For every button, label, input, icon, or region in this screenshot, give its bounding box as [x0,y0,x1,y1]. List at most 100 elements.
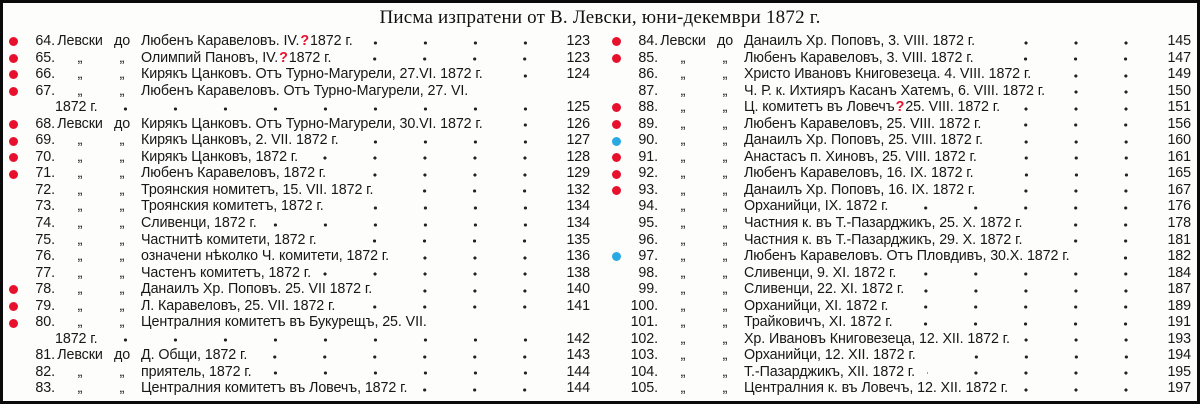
page-number: 193 [1167,330,1191,347]
ditto-marks: „ „ [658,232,744,249]
description-text: Троянския номитетъ, 15. VII. 1872 г. [141,181,374,198]
entry-number: 64. [35,33,55,49]
lead-word-2: „ [119,363,125,380]
description-text: приятель, 1872 г. [141,363,252,380]
entry-description: Данаилъ Хр. Поповъ, 3. VIII. 1872 г. [744,33,977,50]
entry-description: Сливенци, 1872 г. [141,215,259,232]
description-text-after: 1872 г. [310,33,353,49]
ditto-marks: „ „ [55,380,141,397]
lead-word-1: „ [680,281,686,298]
index-row: 100. „ „ Орханийци, XI. 1872 г. 189 [612,298,1192,315]
lead-word-1: „ [77,132,83,149]
ditto-marks: „ „ [55,165,141,182]
page-number: 127 [566,132,590,149]
page-number: 161 [1167,148,1191,165]
lead-word-1: „ [680,231,686,248]
dot-leader [419,387,550,394]
description-text: Частенъ комитетъ, 1872 г. [141,264,311,281]
entry-description: Трайковичъ, XI. 1872 г. [744,314,894,331]
red-question-mark [311,265,313,281]
description-text: Частнитѣ комитети, 1872 г. [141,231,317,248]
lead-word-2: „ [119,82,125,99]
ditto-marks: „ „ [658,380,744,397]
ditto-marks: „ „ [658,364,744,381]
entry-number: 81. [35,347,55,364]
index-row: 66. „ „ Кирякъ Цанковъ. Отъ Турно-Магурел… [9,66,590,83]
index-row: 81. Левски до Д. Общи, 1872 г. 143 [9,347,590,364]
ditto-marks: „ „ [658,149,744,166]
ditto-marks: „ „ [658,66,744,83]
lead-word-1: „ [680,181,686,198]
lead-word-2: „ [722,363,728,380]
index-row: 79. „ „ Л. Каравеловъ, 25. VII. 1872 г. 1… [9,298,590,315]
description-text: Трайковичъ, XI. 1872 г. [744,314,893,331]
lead-word-1: „ [680,198,686,215]
lead-word-1: „ [77,380,83,397]
red-marker-dot [612,169,627,179]
lead-word-1: „ [77,248,83,265]
entry-lead: Левски до [658,33,744,50]
lead-word-1: „ [77,314,83,331]
index-row: 88. „ „ Ц. комитетъ въ Ловечъ?25. VIII. 1… [612,99,1191,116]
lead-word-2: „ [722,264,728,281]
red-question-mark [983,132,985,148]
index-row: 96. „ „ Частния к. въ Т.-Пазарджикъ, 29. … [612,232,1191,249]
entry-number: 91. [638,148,658,165]
dot-leader [987,188,1151,195]
index-row: 95. „ „ Частния к. въ Т.-Пазарджикъ, 25. … [612,215,1191,232]
index-row: 69. „ „ Кирякъ Цанковъ, 2. VII. 1872 г. 1… [9,132,590,149]
entry-description: приятель, 1872 г. [141,364,254,381]
lead-word-2: „ [722,49,728,66]
entry-description: Т.-Пазарджикъ, XII. 1872 г. [744,364,917,381]
description-text: Кирякъ Цанковъ. Отъ Турно-Магурели, 27.V… [141,66,483,83]
red-question-mark [335,298,337,314]
lead-word-2: „ [119,380,125,397]
dot-leader [900,205,1151,212]
index-row: 86. „ „ Христо Ивановъ Книговезеца. 4. VI… [612,66,1191,83]
entry-number: 89. [638,115,658,132]
lead-word-1: „ [77,181,83,198]
index-row: 103. „ „ Орханийци, 12. XII. 1872 г. 194 [612,347,1192,364]
ditto-marks: „ „ [55,66,141,83]
dot-leader [904,320,1151,327]
lead-word-2: „ [722,165,728,182]
page-number: 136 [566,248,590,265]
dot-leader [328,238,550,245]
entry-description: Любенъ Каравеловъ, 25. VIII. 1872 г. [744,116,983,133]
entry-description: 1872 г. [55,99,100,116]
blue-marker-dot [612,136,627,146]
lead-word-2: „ [119,248,125,265]
ditto-marks: „ „ [658,314,744,331]
description-text: Сливенци, 22. XI. 1872 г. [744,281,905,298]
lead-word-2: „ [119,198,125,215]
entry-number: 66. [35,66,55,83]
ditto-marks: „ „ [55,232,141,249]
lead-word-1: „ [77,215,83,232]
ditto-marks: „ „ [55,182,141,199]
dot-leader [927,353,1151,360]
blue-marker-dot [612,251,627,261]
entry-number: 80. [35,314,55,331]
page-number: 134 [566,215,590,232]
red-marker-dot [9,119,24,129]
ditto-marks: „ „ [55,198,141,215]
red-question-mark [915,364,917,380]
description-text: Любенъ Каравеловъ. IV. [141,33,300,49]
lead-word-1: „ [77,363,83,380]
lead-word-1: „ [680,264,686,281]
index-row: 68. Левски до Кирякъ Цанковъ. Отъ Турно-М… [9,116,590,133]
page-number: 195 [1167,363,1191,380]
dot-leader [1021,337,1151,344]
ditto-marks: „ „ [55,298,141,315]
dot-leader [985,56,1151,63]
page-number: 182 [1167,248,1191,265]
lead-word-1: „ [77,281,83,298]
ditto-marks: „ „ [55,132,141,149]
page-number: 144 [566,380,590,397]
entry-description: Ч. Р. к. Ихтияръ Касанъ Хатемъ, 6. VIII.… [744,83,1047,100]
page-number: 194 [1167,347,1191,364]
red-question-mark [904,281,906,297]
page-number: 176 [1167,198,1191,215]
red-question-mark [1022,215,1024,231]
lead-word-1: „ [680,66,686,83]
